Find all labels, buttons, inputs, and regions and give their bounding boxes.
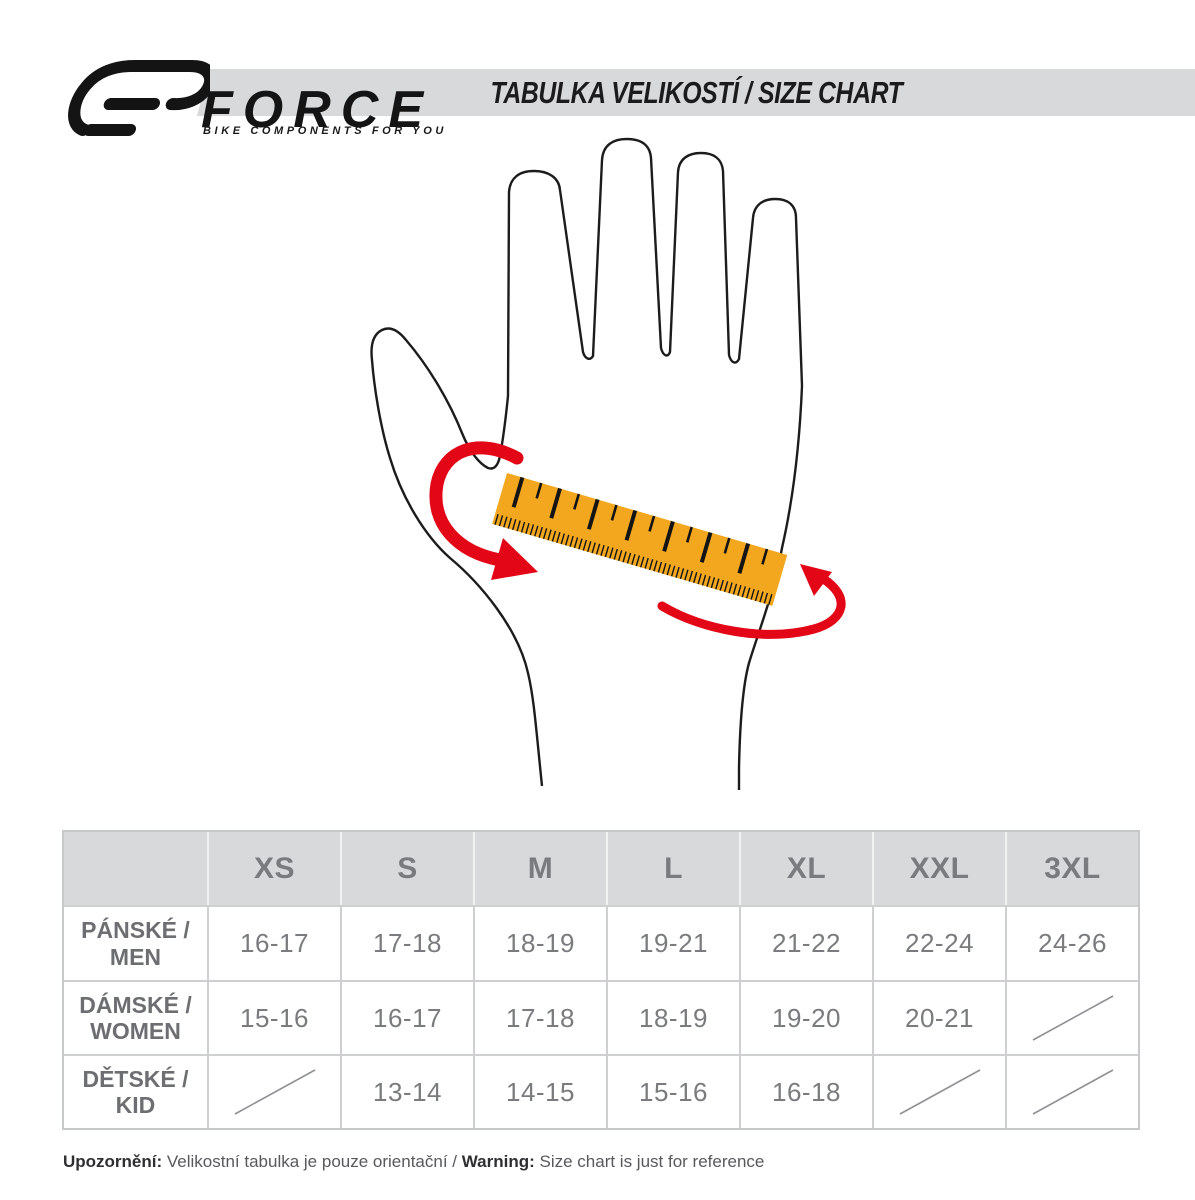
- row-label-kid: DĚTSKÉ / KID: [64, 1054, 207, 1128]
- footnote: Upozornění: Velikostní tabulka je pouze …: [63, 1152, 764, 1172]
- size-value: 17-18: [373, 928, 442, 958]
- size-value: 15-16: [240, 1002, 309, 1033]
- row-label-line: MEN: [109, 943, 162, 970]
- title-banner: TABULKA VELIKOSTÍ / SIZE CHART: [197, 69, 1195, 116]
- size-cell: 20-21: [872, 980, 1005, 1054]
- force-logo-icon: [68, 60, 210, 136]
- size-value: 21-22: [772, 928, 841, 958]
- size-cell: 19-21: [606, 905, 739, 980]
- column-header-label: S: [397, 851, 418, 885]
- size-value: 16-17: [373, 1002, 442, 1033]
- wrap-arrow-right-icon: [657, 564, 846, 639]
- footnote-segment: Size chart is just for reference: [534, 1152, 765, 1171]
- row-label-men: PÁNSKÉ / MEN: [64, 905, 207, 980]
- not-available-slash-icon: [1032, 995, 1113, 1041]
- brand-name: FORCE: [201, 81, 433, 139]
- not-available-slash-icon: [234, 1069, 315, 1115]
- size-cell: 21-22: [739, 905, 872, 980]
- size-cell: 15-16: [606, 1054, 739, 1128]
- size-cell: 14-15: [473, 1054, 606, 1128]
- size-cell-not-available: [1005, 980, 1138, 1054]
- size-column-header-s: S: [340, 832, 473, 905]
- column-header-label: M: [527, 851, 554, 885]
- size-cell-not-available: [207, 1054, 340, 1128]
- size-cell-not-available: [1005, 1054, 1138, 1128]
- column-header-label: XS: [253, 851, 296, 885]
- size-column-header-xxl: XXL: [872, 832, 1005, 905]
- size-column-header-xl: XL: [739, 832, 872, 905]
- footnote-bold-segment: Upozornění:: [63, 1152, 163, 1171]
- size-value: 19-21: [639, 928, 708, 958]
- size-column-header-m: M: [473, 832, 606, 905]
- size-value: 18-19: [506, 928, 575, 958]
- size-value: 18-19: [639, 1002, 708, 1033]
- size-column-header-xs: XS: [207, 832, 340, 905]
- footnote-segment: Velikostní tabulka je pouze orientační /: [162, 1152, 462, 1171]
- not-available-slash-icon: [1032, 1069, 1113, 1115]
- size-cell: 16-18: [739, 1054, 872, 1128]
- row-label-line: DĚTSKÉ /: [82, 1065, 189, 1092]
- wrap-arrow-left-icon: [429, 441, 538, 580]
- table-corner-cell: [64, 832, 207, 905]
- row-label-line: DÁMSKÉ /: [79, 991, 192, 1018]
- size-cell: 18-19: [473, 905, 606, 980]
- size-cell: 17-18: [473, 980, 606, 1054]
- size-column-header-3xl: 3XL: [1005, 832, 1138, 905]
- size-cell: 18-19: [606, 980, 739, 1054]
- page-title: TABULKA VELIKOSTÍ / SIZE CHART: [490, 74, 902, 110]
- hand-illustration-svg: [370, 137, 846, 790]
- size-cell: 19-20: [739, 980, 872, 1054]
- row-label-text: PÁNSKÉ / MEN: [81, 917, 190, 970]
- row-label-line: KID: [115, 1092, 156, 1118]
- size-value: 22-24: [905, 928, 974, 958]
- hand-outline: [370, 137, 804, 790]
- row-label-women: DÁMSKÉ / WOMEN: [64, 980, 207, 1054]
- size-value: 19-20: [772, 1002, 841, 1033]
- column-header-label: L: [664, 851, 683, 885]
- measuring-tape: [492, 473, 788, 606]
- row-label-text: DÁMSKÉ / WOMEN: [79, 992, 191, 1045]
- not-available-slash-icon: [899, 1069, 980, 1115]
- size-column-header-l: L: [606, 832, 739, 905]
- column-header-label: 3XL: [1044, 851, 1101, 885]
- size-cell: 16-17: [340, 980, 473, 1054]
- size-value: 13-14: [373, 1076, 442, 1107]
- size-value: 24-26: [1038, 928, 1107, 958]
- size-value: 20-21: [905, 1002, 974, 1033]
- size-value: 17-18: [506, 1002, 575, 1033]
- size-cell: 16-17: [207, 905, 340, 980]
- size-value: 16-17: [240, 928, 309, 958]
- hand-measurement-illustration: [330, 128, 890, 818]
- size-table: XS S M L XL XXL 3XL PÁNSKÉ / MEN 16-17 17-18 18-19 1…: [62, 830, 1140, 1130]
- footnote-bold-segment: Warning:: [461, 1152, 535, 1171]
- size-cell: 13-14: [340, 1054, 473, 1128]
- brand-tagline: BIKE COMPONENTS FOR YOU: [203, 125, 447, 137]
- size-value: 14-15: [506, 1076, 575, 1107]
- size-cell: 15-16: [207, 980, 340, 1054]
- column-header-label: XL: [786, 851, 827, 885]
- size-cell: 22-24: [872, 905, 1005, 980]
- size-cell: 17-18: [340, 905, 473, 980]
- row-label-line: PÁNSKÉ /: [81, 917, 190, 944]
- row-label-text: DĚTSKÉ / KID: [82, 1066, 188, 1119]
- size-cell-not-available: [872, 1054, 1005, 1128]
- column-header-label: XXL: [909, 851, 970, 885]
- row-label-line: WOMEN: [90, 1018, 181, 1044]
- size-value: 15-16: [639, 1076, 708, 1107]
- size-value: 16-18: [772, 1076, 841, 1107]
- size-cell: 24-26: [1005, 905, 1138, 980]
